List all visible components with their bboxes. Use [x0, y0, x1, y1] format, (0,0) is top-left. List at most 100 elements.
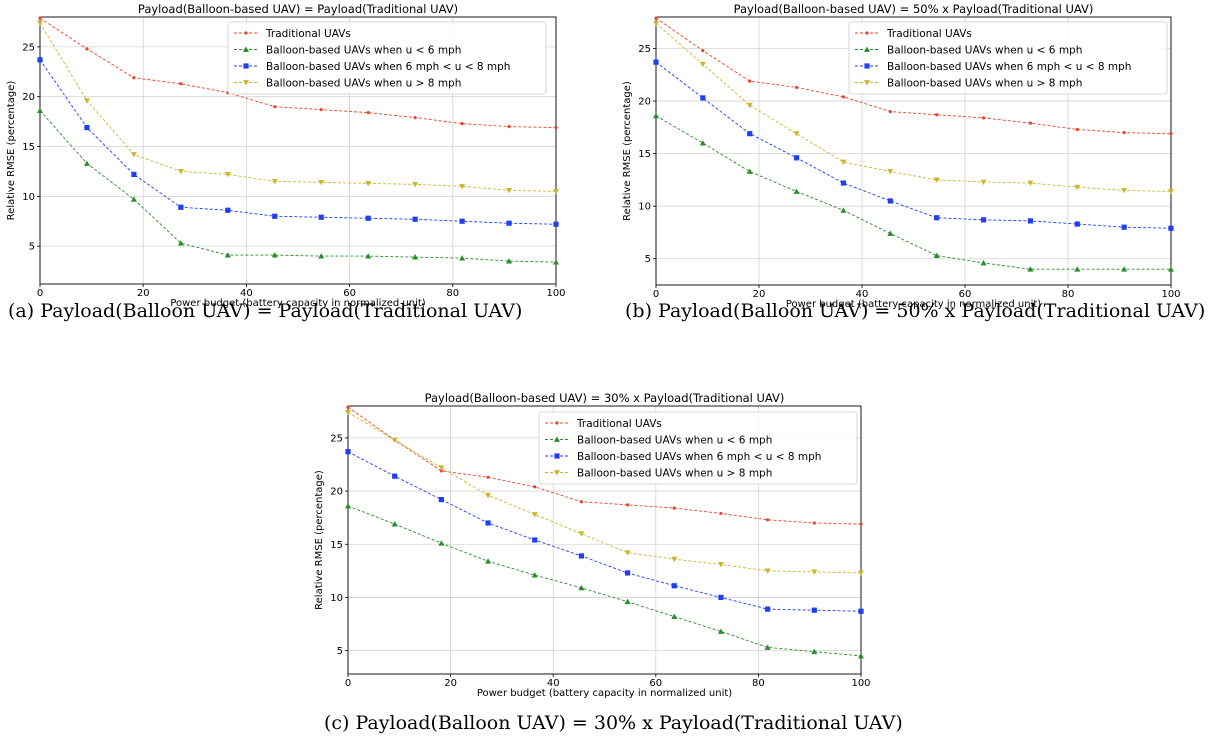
- data-point: [1169, 132, 1173, 136]
- data-point: [271, 252, 278, 258]
- data-point: [811, 569, 818, 575]
- series-line-4: [347, 411, 862, 574]
- legend-marker: [243, 63, 249, 69]
- data-point: [553, 259, 559, 265]
- legend-marker: [554, 453, 560, 459]
- data-point: [748, 79, 752, 83]
- x-tick-label: 40: [547, 678, 560, 689]
- data-point: [858, 652, 864, 659]
- data-point: [439, 469, 443, 473]
- data-point: [177, 240, 184, 246]
- legend-label: Balloon-based UAVs when u < 6 mph: [266, 44, 461, 56]
- data-point: [578, 584, 585, 591]
- data-point: [318, 179, 325, 186]
- data-point: [131, 171, 137, 178]
- data-point: [747, 131, 753, 137]
- data-point: [699, 61, 706, 68]
- x-axis-label: Power budget (battery capacity in normal…: [477, 688, 732, 699]
- series-line-2: [655, 115, 1171, 270]
- data-point: [766, 518, 770, 522]
- data-point: [177, 169, 184, 175]
- data-point: [653, 59, 659, 65]
- data-point: [132, 76, 136, 80]
- data-point: [486, 475, 490, 479]
- data-point: [392, 473, 398, 479]
- data-point: [345, 409, 351, 416]
- y-tick-label: 25: [330, 433, 343, 444]
- x-tick-label: 80: [446, 288, 459, 299]
- data-point: [578, 553, 585, 559]
- data-point: [624, 598, 631, 605]
- series-line-3: [655, 61, 1172, 229]
- x-tick-label: 0: [653, 289, 659, 300]
- x-tick-label: 80: [752, 678, 765, 689]
- legend-label: Balloon-based UAVs when u > 8 mph: [577, 467, 772, 479]
- x-tick-label: 40: [240, 288, 253, 299]
- x-axis-label: Power budget (battery capacity in normal…: [170, 298, 425, 309]
- legend-label: Traditional UAVs: [265, 28, 351, 40]
- data-point: [318, 214, 324, 220]
- data-point: [934, 215, 940, 221]
- data-point: [1074, 266, 1081, 272]
- data-point: [1168, 266, 1174, 272]
- data-point: [764, 568, 771, 574]
- x-tick-label: 20: [753, 289, 766, 300]
- data-point: [887, 230, 894, 236]
- data-point: [1027, 180, 1034, 187]
- y-tick-label: 20: [638, 97, 651, 108]
- data-point: [412, 216, 418, 222]
- data-point: [1075, 127, 1079, 132]
- legend: Traditional UAVs Balloon-based UAVs when …: [848, 21, 1168, 95]
- data-point: [391, 521, 398, 527]
- data-point: [224, 252, 231, 258]
- series-line-1: [39, 17, 557, 129]
- y-tick-label: 20: [330, 487, 343, 498]
- caption-c: (c) Payload(Balloon UAV) = 30% x Payload…: [324, 712, 903, 734]
- data-point: [179, 82, 183, 86]
- legend-label: Balloon-based UAVs when 6 mph < u < 8 mp…: [577, 451, 821, 463]
- data-point: [37, 20, 43, 26]
- legend-label: Balloon-based UAVs when u > 8 mph: [887, 77, 1082, 89]
- legend-label: Balloon-based UAVs when u < 6 mph: [577, 434, 772, 446]
- x-tick-label: 100: [851, 678, 870, 689]
- data-point: [793, 188, 800, 194]
- data-point: [700, 95, 706, 101]
- y-tick-label: 15: [22, 142, 35, 153]
- data-point: [531, 512, 538, 518]
- legend-marker: [864, 63, 870, 69]
- data-point: [793, 155, 800, 161]
- y-axis-label: Relative RMSE (percentage): [6, 81, 17, 221]
- data-point: [507, 124, 511, 129]
- data-point: [506, 187, 513, 194]
- data-point: [532, 537, 538, 543]
- data-point: [365, 180, 372, 187]
- x-tick-label: 20: [137, 288, 150, 299]
- data-point: [1074, 184, 1081, 191]
- data-point: [811, 607, 817, 613]
- data-point: [553, 221, 559, 227]
- data-point: [625, 503, 630, 507]
- data-point: [533, 485, 537, 489]
- y-tick-label: 25: [22, 42, 35, 53]
- legend-box: [227, 21, 547, 95]
- legend: Traditional UAVs Balloon-based UAVs when …: [538, 411, 858, 485]
- chart-title: Payload(Balloon-based UAV) = 50% x Paylo…: [734, 2, 1094, 16]
- data-point: [718, 594, 724, 601]
- data-point: [412, 254, 419, 260]
- data-point: [554, 125, 558, 130]
- data-point: [506, 258, 513, 264]
- data-point: [746, 168, 753, 174]
- data-point: [225, 207, 231, 213]
- y-axis-label: Relative RMSE (percentage): [314, 470, 325, 610]
- data-point: [1027, 266, 1034, 272]
- data-point: [980, 259, 987, 266]
- data-point: [717, 628, 724, 634]
- data-point: [83, 160, 90, 166]
- data-point: [459, 183, 466, 190]
- data-point: [840, 180, 847, 186]
- data-point: [859, 522, 863, 526]
- series-line-4: [39, 22, 557, 192]
- data-point: [84, 124, 90, 131]
- plot-frame: [655, 16, 1172, 286]
- data-point: [765, 606, 771, 612]
